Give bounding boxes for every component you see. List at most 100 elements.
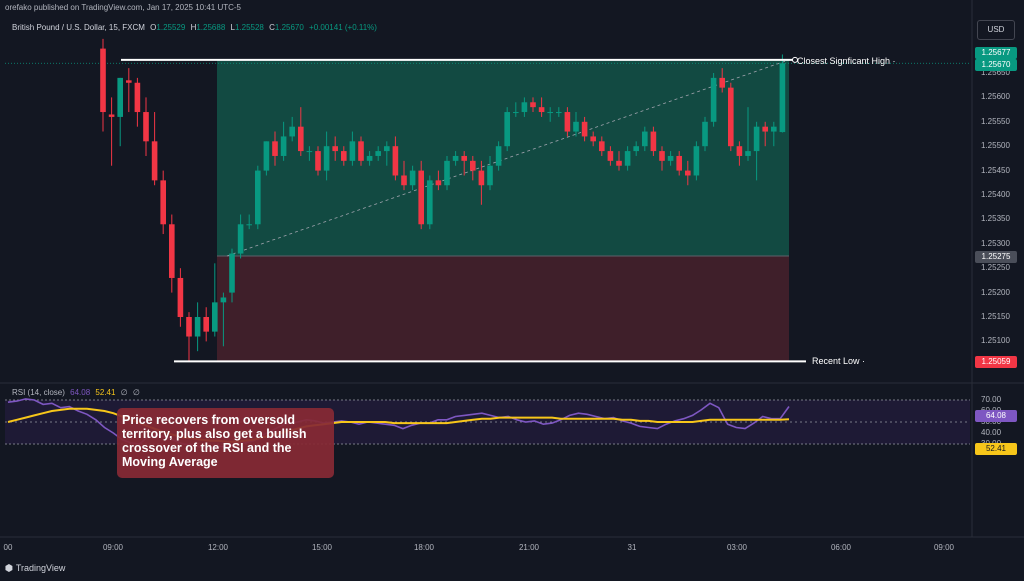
- candle-body: [117, 77, 123, 117]
- time-tick-label: 18:00: [413, 543, 435, 552]
- candle-body: [272, 141, 278, 156]
- time-tick-label: 21:00: [518, 543, 540, 552]
- candle-body: [392, 146, 399, 176]
- symbol-title: British Pound / U.S. Dollar, 15, FXCM O1…: [12, 23, 377, 32]
- candle-body: [659, 151, 665, 161]
- candle-body: [237, 224, 244, 254]
- candle-body: [151, 141, 158, 181]
- ohlc-open: 1.25529: [156, 23, 186, 32]
- currency-button[interactable]: USD: [977, 20, 1015, 40]
- candle-body: [203, 317, 209, 332]
- rsi-extra-2: ∅: [132, 388, 140, 397]
- candle-body: [461, 155, 467, 161]
- ohlc-low: 1.25528: [234, 23, 264, 32]
- candle-body: [478, 170, 485, 186]
- candle-body: [418, 170, 424, 225]
- candle-body: [513, 112, 519, 114]
- time-tick-label: 00: [3, 543, 13, 552]
- high-level-label: Closest Signficant High ·: [797, 56, 896, 66]
- candle-body: [736, 146, 743, 156]
- candle-body: [779, 63, 786, 133]
- candle-body: [547, 112, 553, 114]
- low-marker-badge: 1.25059: [975, 356, 1017, 368]
- candle-body: [280, 136, 287, 156]
- candle-body: [349, 141, 356, 161]
- candle-body: [771, 126, 777, 132]
- candle-body: [693, 146, 700, 176]
- candle-body: [409, 170, 416, 186]
- time-tick-label: 09:00: [933, 543, 955, 552]
- annotation-callout-text: Price recovers from oversold territory, …: [122, 413, 307, 469]
- publish-line: orefako published on TradingView.com, Ja…: [5, 3, 241, 12]
- candle-body: [298, 126, 304, 152]
- profit-zone: [217, 59, 789, 256]
- candle-body: [220, 297, 227, 303]
- price-tick-label: 1.25600: [981, 92, 1010, 102]
- candle-body: [306, 151, 313, 153]
- price-tick-label: 1.25300: [981, 238, 1010, 248]
- time-tick-label: 03:00: [726, 543, 748, 552]
- rsi-ma-badge: 52.41: [975, 443, 1017, 455]
- candle-body: [100, 48, 106, 113]
- candle-body: [452, 155, 459, 161]
- candle-body: [169, 224, 175, 278]
- candle-body: [495, 146, 502, 166]
- candle-body: [745, 151, 751, 156]
- price-tick-label: 1.25100: [981, 336, 1010, 346]
- loss-zone: [217, 256, 789, 362]
- time-tick-label: 31: [627, 543, 637, 552]
- candle-body: [246, 224, 252, 226]
- candle-body: [556, 112, 562, 114]
- tradingview-logo[interactable]: ⬢ TradingView: [5, 563, 66, 573]
- high-line-handle: [792, 56, 798, 63]
- candle-body: [487, 165, 493, 186]
- candle-body: [108, 114, 115, 117]
- candle-body: [667, 155, 674, 161]
- high-marker-badge: 1.25677: [975, 47, 1017, 59]
- candle-body: [427, 180, 433, 225]
- rsi-extra-1: ∅: [120, 388, 128, 397]
- candle-body: [650, 131, 657, 152]
- price-tick-label: 1.25250: [981, 263, 1010, 273]
- candle-body: [384, 146, 390, 152]
- time-tick-label: 09:00: [102, 543, 124, 552]
- price-tick-label: 1.25550: [981, 116, 1010, 126]
- tradingview-icon: ⬢: [5, 563, 13, 573]
- candle-body: [573, 121, 579, 132]
- candle-body: [341, 151, 347, 161]
- candle-body: [332, 146, 338, 152]
- rsi-label: RSI (14, close): [12, 388, 65, 397]
- annotation-callout-box[interactable]: [117, 408, 334, 478]
- rsi-ma-value: 52.41: [95, 388, 116, 397]
- candle-body: [160, 180, 166, 225]
- candle-body: [728, 87, 734, 147]
- candle-body: [581, 121, 588, 137]
- candle-body: [375, 151, 381, 156]
- rsi-legend: RSI (14, close) 64.08 52.41 ∅ ∅: [12, 388, 140, 397]
- ohlc-low-label: L: [230, 23, 235, 32]
- candle-body: [229, 253, 235, 293]
- price-tick-label: 1.25150: [981, 312, 1010, 321]
- candle-body: [366, 155, 373, 161]
- ohlc-change: +0.00141 (+0.11%): [309, 23, 377, 32]
- candle-body: [186, 317, 192, 337]
- candle-body: [676, 155, 682, 171]
- candle-body: [538, 107, 545, 113]
- low-level-label: Recent Low ·: [812, 356, 866, 366]
- candle-body: [263, 141, 270, 171]
- candle-body: [753, 126, 760, 152]
- rsi-tick-label: 40.00: [981, 428, 1002, 437]
- candle-body: [642, 131, 648, 147]
- candle-body: [530, 102, 536, 108]
- candle-body: [702, 121, 708, 147]
- candle-body: [590, 136, 596, 142]
- candle-body: [470, 160, 476, 171]
- ohlc-open-label: O: [150, 23, 157, 32]
- ohlc-high: 1.25688: [196, 23, 226, 32]
- candle-body: [143, 112, 149, 142]
- price-tick-label: 1.25350: [981, 214, 1010, 224]
- candle-body: [435, 180, 442, 186]
- candle-body: [323, 146, 330, 171]
- rsi-tick-label: 70.00: [981, 395, 1002, 404]
